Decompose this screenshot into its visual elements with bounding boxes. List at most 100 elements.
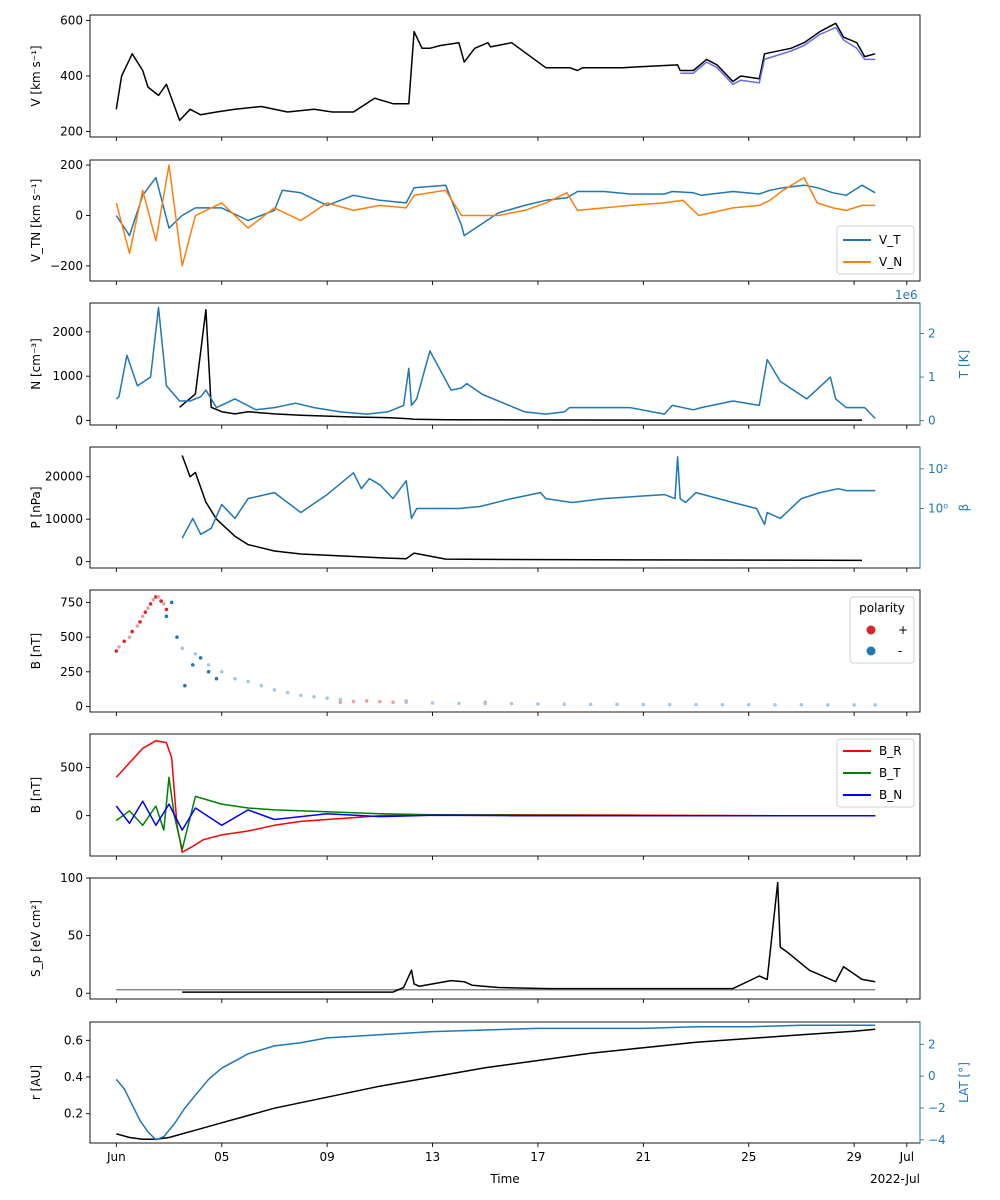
x-tick-label: 25 — [741, 1150, 756, 1164]
axes-frame — [89, 733, 921, 857]
y-tick-label: 500 — [60, 761, 83, 775]
scatter-point — [148, 602, 153, 606]
axes-frame — [89, 446, 921, 569]
scatter-point — [143, 610, 148, 614]
legend-label: B_T — [879, 766, 901, 780]
scatter-point — [159, 599, 163, 603]
y-right-tick-label: −2 — [928, 1101, 946, 1115]
scatter-point — [364, 699, 369, 703]
x-tick-label: 05 — [214, 1150, 229, 1164]
series-line-blue-1 — [115, 1024, 876, 1141]
scatter-point — [156, 595, 161, 599]
scatter-point — [378, 699, 382, 704]
y-right-tick-label: 2 — [928, 1037, 936, 1051]
y-tick-label: 600 — [60, 14, 83, 28]
y-axis-label: B [nT] — [29, 633, 43, 669]
scatter-point — [391, 700, 395, 705]
y-right-tick-label: 0 — [928, 1069, 936, 1083]
legend-box — [836, 738, 915, 808]
scatter-point — [175, 635, 179, 639]
scatter-point — [233, 676, 237, 681]
y-axis-label: V [km s⁻¹] — [29, 45, 43, 106]
scatter-point — [198, 656, 203, 660]
y-tick-label: 0.6 — [64, 1033, 83, 1047]
scatter-point — [457, 701, 461, 706]
panel-b-polarity: 0 250 500 750 B [nT] polarity + - — [29, 589, 921, 716]
scatter-point — [206, 669, 211, 674]
scatter-point — [338, 697, 343, 702]
y-axis-label: B [nT] — [29, 777, 43, 813]
scatter-point — [114, 649, 119, 653]
scatter-point — [746, 702, 751, 707]
y-axis-label: N [cm⁻³] — [29, 338, 43, 390]
y-tick-label: 750 — [60, 595, 83, 609]
y-tick-label: −200 — [50, 259, 83, 273]
scatter-point — [667, 702, 672, 707]
legend-box — [849, 596, 915, 664]
scatter-point — [338, 700, 343, 705]
y-right-axis-label: β — [957, 504, 971, 512]
y-tick-label: 1000 — [52, 369, 83, 383]
legend-marker — [866, 646, 876, 656]
y-tick-label: 0 — [75, 986, 83, 1000]
scatter-point — [562, 702, 567, 707]
series-line-b_n — [115, 800, 876, 831]
y-axis-label: r [AU] — [29, 1065, 43, 1100]
scatter-point — [773, 702, 777, 707]
legend: B_R B_T B_N — [836, 738, 915, 808]
scatter-point — [161, 602, 166, 606]
y-tick-label: 0 — [75, 414, 83, 428]
y-tick-label: 0 — [75, 809, 83, 823]
scatter-point — [122, 639, 127, 644]
scatter-point — [641, 702, 646, 707]
scatter-point — [873, 703, 878, 707]
y-tick-label: 400 — [60, 69, 83, 83]
y-tick-label: 0 — [75, 699, 83, 713]
scatter-point — [146, 606, 150, 610]
x-tick-label: 29 — [846, 1150, 861, 1164]
legend-label: B_N — [879, 788, 902, 802]
scatter-point — [825, 703, 830, 707]
scatter-point — [799, 702, 804, 707]
scatter-point — [138, 620, 142, 624]
scatter-point — [259, 683, 264, 688]
scatter-point — [117, 645, 121, 649]
scatter-point — [154, 595, 158, 599]
right-offset-text: 1e6 — [895, 288, 918, 302]
legend-box — [836, 225, 915, 275]
y-tick-label: 250 — [60, 665, 83, 679]
y-right-axis-label: T [K] — [957, 350, 971, 379]
x-tick-label: 17 — [530, 1150, 545, 1164]
legend-marker — [866, 625, 876, 635]
y-right-axis-label: LAT [°] — [957, 1062, 971, 1103]
y-right-tick-label: 2 — [928, 327, 936, 341]
scatter-point — [325, 696, 329, 700]
y-tick-label: 2000 — [52, 325, 83, 339]
series-line-black-1 — [182, 881, 876, 993]
scatter-point — [164, 614, 169, 619]
y-tick-label: 200 — [60, 124, 83, 138]
x-axis-label: Time — [489, 1172, 519, 1186]
y-tick-label: 50 — [68, 929, 83, 943]
series-line-black-0 — [116, 1028, 876, 1141]
scatter-point — [246, 679, 250, 684]
x-tick-label: 09 — [320, 1150, 335, 1164]
scatter-point — [183, 683, 187, 688]
y-axis-label: V_TN [km s⁻¹] — [29, 179, 43, 263]
scatter-point — [272, 688, 277, 692]
series-line-blue-1 — [181, 456, 876, 539]
y-right-tick-label: 10⁰ — [928, 501, 948, 515]
panel-r-lat: 0.2 0.4 0.6 r [AU] −4 −2 0 2 LAT [°] Jun 05 09 13 17 2… — [29, 1021, 971, 1186]
y-tick-label: 0 — [75, 208, 83, 222]
legend-title: polarity — [859, 601, 905, 615]
scatter-point — [206, 663, 211, 667]
y-right-tick-label: 0 — [928, 414, 936, 428]
legend: polarity + - — [849, 596, 915, 664]
series-line-blue-1 — [115, 306, 876, 420]
y-tick-label: 0.2 — [64, 1107, 83, 1121]
scatter-point — [214, 676, 219, 681]
series-line-black-0 — [115, 22, 876, 122]
scatter-point — [720, 702, 725, 707]
